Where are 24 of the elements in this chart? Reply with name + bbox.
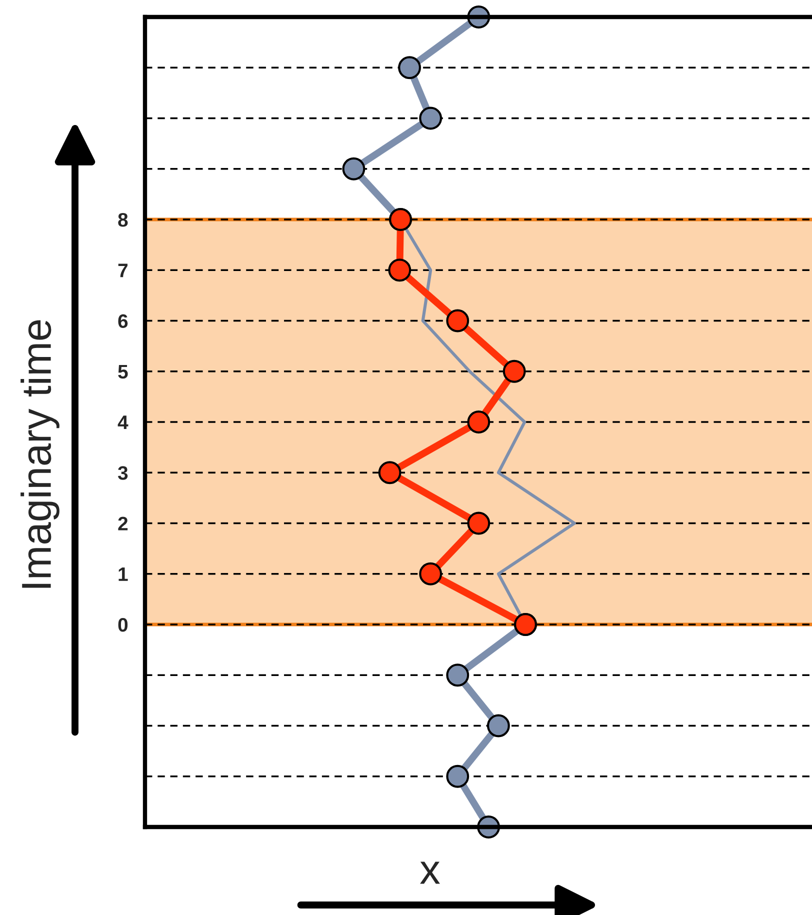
x-axis-title: x bbox=[420, 862, 440, 884]
point bbox=[467, 410, 490, 434]
point bbox=[446, 309, 470, 332]
point bbox=[446, 664, 470, 687]
y-tick-label: 0 bbox=[118, 618, 128, 632]
y-tick-label: 1 bbox=[118, 568, 128, 581]
point bbox=[467, 512, 490, 535]
y-tick-label: 5 bbox=[118, 365, 128, 379]
y-tick-label: 7 bbox=[118, 264, 128, 278]
point bbox=[502, 360, 526, 383]
y-tick-label: 4 bbox=[118, 416, 128, 430]
point bbox=[398, 56, 421, 80]
point bbox=[446, 764, 470, 788]
y-tick-label: 6 bbox=[118, 314, 128, 328]
y-tick-label: 3 bbox=[118, 466, 128, 480]
y-tick-label: 8 bbox=[118, 212, 128, 227]
point bbox=[419, 562, 442, 586]
point bbox=[419, 106, 442, 130]
point bbox=[388, 258, 412, 282]
y-tick-label: 2 bbox=[118, 516, 128, 530]
point bbox=[342, 157, 366, 180]
y-axis-title: Imaginary time bbox=[20, 320, 60, 588]
point bbox=[378, 461, 402, 484]
point bbox=[486, 714, 510, 738]
